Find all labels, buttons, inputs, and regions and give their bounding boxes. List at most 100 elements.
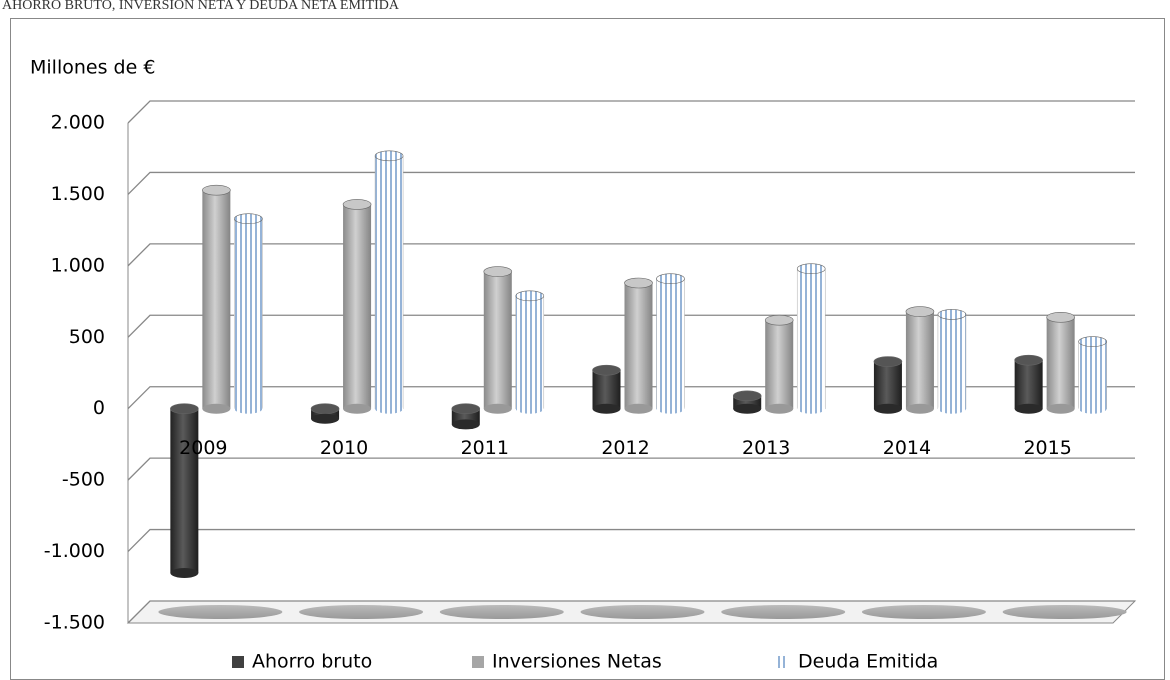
- floor-shadow: [580, 605, 705, 619]
- x-tick-label: 2013: [742, 437, 790, 459]
- legend-label: Inversiones Netas: [492, 651, 662, 673]
- bar: [170, 403, 199, 578]
- bar-base: [656, 403, 685, 414]
- y-tick-label: 0: [93, 397, 105, 419]
- bar: [1078, 336, 1107, 414]
- bar-body: [656, 278, 685, 409]
- bar-base: [905, 403, 934, 414]
- bar-base: [483, 403, 512, 414]
- bar: [937, 309, 967, 414]
- bar-body: [515, 295, 545, 409]
- bar-cap: [234, 213, 263, 225]
- legend-swatch: [778, 656, 780, 668]
- bar-cap: [310, 403, 340, 415]
- legend-swatch: [783, 656, 785, 668]
- bar-body: [937, 314, 967, 409]
- bar-cap: [937, 309, 967, 320]
- bar-body: [873, 361, 902, 409]
- x-tick-label: 2011: [461, 437, 509, 459]
- bar-body: [765, 320, 794, 409]
- bar: [764, 314, 794, 414]
- bar-base: [733, 403, 762, 414]
- bar-cap: [1014, 354, 1043, 366]
- bar-cap: [1078, 336, 1107, 347]
- bar-cap: [483, 266, 513, 277]
- bar: [515, 290, 545, 414]
- floor-shadow: [861, 605, 986, 619]
- bar-base: [234, 403, 263, 414]
- x-tick-label: 2012: [601, 437, 649, 459]
- bar-base: [1014, 403, 1043, 414]
- bar: [732, 390, 762, 414]
- bar-cap: [1046, 311, 1075, 323]
- grid-line: [127, 600, 1135, 624]
- bar-body: [796, 268, 826, 409]
- bar-cap: [732, 390, 762, 402]
- bar-cap: [202, 184, 231, 196]
- bar-cap: [764, 314, 794, 326]
- bar-base: [202, 403, 231, 414]
- y-tick-label: 1.500: [51, 183, 105, 205]
- grid-line: [127, 457, 1135, 481]
- bar-base: [592, 403, 621, 414]
- bar: [873, 356, 903, 414]
- bar-body: [374, 155, 404, 409]
- chart-title: AHORRO BRUTO, INVERSIÓN NETA Y DEUDA NET…: [2, 0, 400, 13]
- bar-body: [592, 370, 621, 409]
- y-axis-label: Millones de €: [30, 57, 155, 79]
- y-tick-label: -1.500: [44, 612, 105, 634]
- floor-shadow: [299, 605, 424, 619]
- bar: [342, 199, 372, 414]
- y-tick-label: 500: [69, 326, 105, 348]
- legend-swatch: [232, 656, 244, 668]
- floor-shadow: [158, 605, 283, 619]
- y-tick-label: 1.000: [51, 254, 105, 276]
- bar-base: [797, 403, 826, 414]
- bar-base: [343, 403, 372, 414]
- bar: [592, 364, 621, 414]
- bar: [656, 273, 685, 414]
- bar: [1014, 354, 1043, 414]
- floor-shadow: [721, 605, 846, 619]
- bar-cap: [624, 277, 653, 289]
- x-tick-label: 2015: [1023, 437, 1071, 459]
- bar-base: [451, 419, 480, 430]
- bar-body: [234, 218, 263, 409]
- bar-base: [1046, 403, 1075, 414]
- bar-cap: [515, 290, 545, 302]
- grid-line: [127, 528, 1135, 553]
- y-tick-label: 2.000: [51, 112, 105, 134]
- bar-cap: [592, 364, 621, 376]
- bar: [202, 184, 231, 414]
- bar-body: [1078, 341, 1107, 409]
- bar-cap: [170, 403, 199, 415]
- bar-base: [311, 413, 340, 424]
- bar-base: [515, 403, 544, 414]
- grid-line: [127, 243, 1135, 267]
- bar-cap: [342, 199, 372, 210]
- bar-body: [170, 408, 199, 573]
- bar: [1046, 311, 1075, 414]
- bar-body: [905, 311, 934, 409]
- grid-line: [127, 100, 1135, 124]
- grid-line: [127, 171, 1135, 195]
- bar: [796, 263, 826, 414]
- bar-base: [937, 403, 966, 414]
- bar-base: [873, 403, 902, 414]
- bar: [905, 306, 935, 414]
- floor-shadow: [1002, 605, 1127, 619]
- chart-frame: [10, 18, 1165, 680]
- bar-cap: [374, 150, 404, 162]
- bar-cap: [656, 273, 685, 285]
- legend-label: Ahorro bruto: [252, 651, 372, 673]
- bar-base: [1078, 403, 1107, 414]
- bar: [234, 213, 263, 414]
- bar-body: [483, 271, 512, 409]
- y-tick-label: -1.000: [44, 540, 105, 562]
- x-tick-label: 2010: [320, 437, 368, 459]
- bar: [374, 150, 404, 414]
- bar-base: [375, 403, 404, 414]
- bar-cap: [796, 263, 826, 275]
- y-tick-label: -500: [62, 469, 105, 491]
